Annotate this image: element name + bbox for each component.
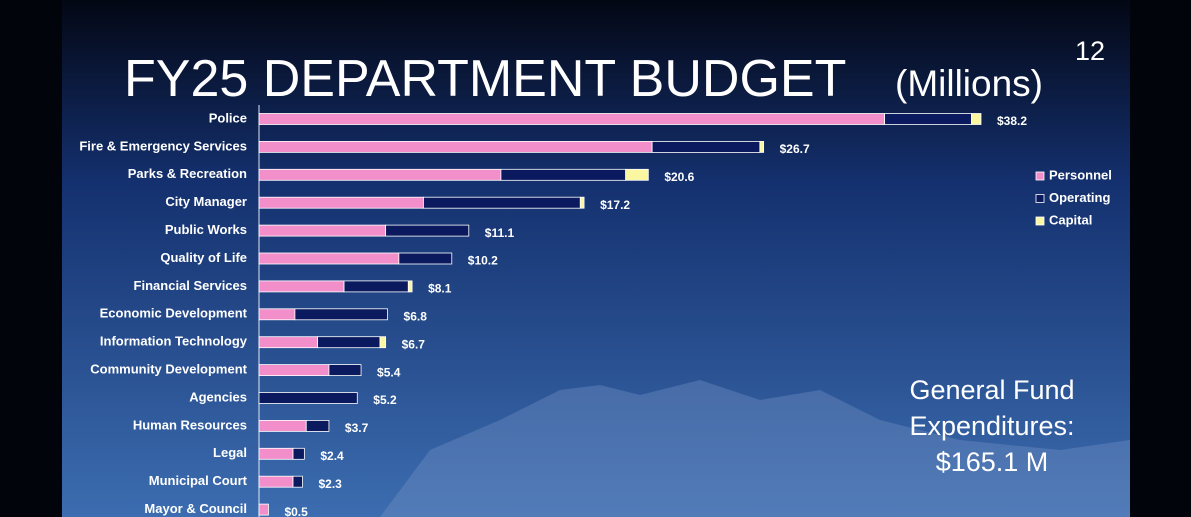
bar-segment <box>884 113 972 125</box>
bar-segment <box>423 196 581 209</box>
bar-segment <box>625 168 649 181</box>
category-label: Quality of Life <box>160 250 247 265</box>
annotation: General Fund <box>909 375 1074 405</box>
bar-segment <box>258 308 296 321</box>
category-label: Financial Services <box>134 278 247 293</box>
bar-segment <box>971 113 982 125</box>
bar-segment <box>305 419 330 432</box>
bar-segment <box>407 280 413 293</box>
bar-segment <box>317 336 381 349</box>
legend-swatch <box>1035 171 1045 181</box>
total-label: $2.4 <box>320 449 344 463</box>
annotation: $165.1 M <box>936 447 1049 477</box>
total-label: $6.8 <box>404 309 428 323</box>
category-label: Fire & Emergency Services <box>79 138 247 153</box>
category-label: Municipal Court <box>149 473 248 488</box>
total-label: $5.2 <box>373 393 397 407</box>
total-label: $17.2 <box>600 198 630 212</box>
bar-segment <box>385 224 470 237</box>
legend-swatch <box>1035 216 1045 226</box>
bar-segment <box>258 336 318 349</box>
category-label: Human Resources <box>133 417 247 432</box>
total-label: $38.2 <box>997 114 1027 128</box>
bar-segment <box>258 475 294 488</box>
bar-segment <box>292 447 305 460</box>
bar-segment <box>258 419 307 432</box>
total-label: $3.7 <box>345 421 369 435</box>
bar-segment <box>579 196 585 209</box>
total-label: $20.6 <box>664 170 694 184</box>
total-label: $0.5 <box>284 505 308 517</box>
bar-segment <box>258 364 330 377</box>
bar-segment <box>343 280 409 293</box>
chart-subtitle: (Millions) <box>895 63 1043 104</box>
page-number: 12 <box>1075 36 1105 66</box>
legend-label: Operating <box>1049 190 1110 205</box>
total-label: $5.4 <box>377 365 401 379</box>
bar-segment <box>294 308 388 321</box>
bar-segment <box>258 113 885 125</box>
bar-segment <box>759 140 765 153</box>
bar-segment <box>398 252 453 265</box>
bar-segment <box>379 336 387 349</box>
legend-label: Personnel <box>1049 167 1112 182</box>
total-label: $6.7 <box>402 337 426 351</box>
bar-segment <box>500 168 627 181</box>
category-label: Information Technology <box>100 334 248 349</box>
total-label: $2.3 <box>318 477 342 491</box>
bar-segment <box>258 280 345 293</box>
category-label: Agencies <box>189 389 247 404</box>
total-label: $26.7 <box>780 142 810 156</box>
category-label: Parks & Recreation <box>128 166 247 181</box>
bar-segment <box>258 503 269 516</box>
total-label: $11.1 <box>485 226 515 240</box>
category-label: Legal <box>213 445 247 460</box>
legend-swatch <box>1035 194 1045 203</box>
category-label: Community Development <box>90 362 247 377</box>
chart-title: FY25 DEPARTMENT BUDGET <box>124 50 846 108</box>
category-label: Police <box>209 110 247 125</box>
bar-segment <box>292 475 303 488</box>
mountains <box>380 380 1130 517</box>
legend-label: Capital <box>1049 212 1092 227</box>
annotation: Expenditures: <box>909 411 1074 441</box>
category-label: Economic Development <box>100 306 248 321</box>
total-label: $10.2 <box>468 254 498 268</box>
total-label: $8.1 <box>428 282 452 296</box>
bar-segment <box>258 392 358 404</box>
category-label: Mayor & Council <box>144 501 247 516</box>
bar-segment <box>258 252 400 265</box>
bar-segment <box>258 447 294 460</box>
category-label: City Manager <box>165 194 247 209</box>
bar-segment <box>651 140 761 153</box>
bar-segment <box>258 168 502 181</box>
category-label: Public Works <box>165 222 247 237</box>
bar-segment <box>258 224 387 237</box>
bar-segment <box>258 196 424 209</box>
bar-segment <box>258 140 653 153</box>
bar-segment <box>328 364 362 377</box>
slide-background <box>62 0 1130 517</box>
